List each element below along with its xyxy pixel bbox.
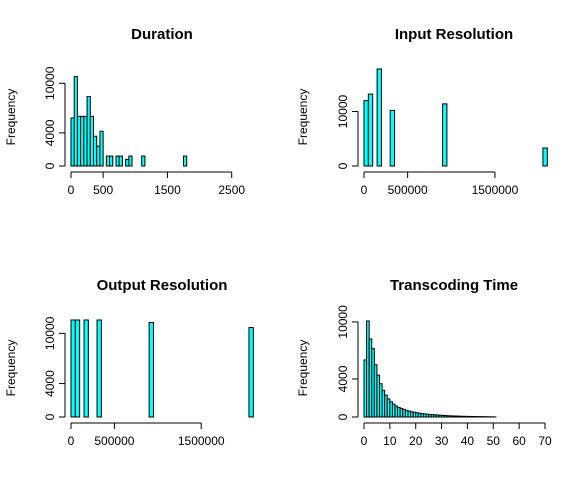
histogram-bar [367, 93, 374, 167]
x-tick-label: 30 [435, 434, 449, 448]
histogram-bar [99, 130, 104, 167]
histogram-bar [118, 155, 123, 167]
axes: 0 500 1500 2500 0 4000 10000 [43, 66, 245, 197]
x-tick-label: 1500 [154, 183, 181, 197]
x-tick-label: 500 [93, 183, 113, 197]
x-tick-label: 500000 [388, 183, 428, 197]
x-tick-label: 50 [487, 434, 501, 448]
x-tick-label: 500000 [94, 434, 134, 448]
y-tick-label: 0 [336, 162, 350, 169]
histogram-bar [248, 327, 254, 418]
histogram-bar [96, 319, 102, 418]
y-axis-label: Frequency [4, 89, 18, 146]
panel-input-resolution: Input Resolution Frequency 0 500000 150000… [296, 26, 548, 197]
panel-title: Duration [131, 26, 193, 43]
histogram-bar [148, 322, 154, 418]
y-tick-label: 0 [43, 413, 57, 420]
histogram-bars [363, 68, 548, 167]
y-tick-label: 4000 [43, 119, 57, 146]
x-tick-label: 60 [512, 434, 526, 448]
x-tick-label: 1500000 [178, 434, 225, 448]
x-tick-label: 1500000 [472, 183, 519, 197]
x-tick-label: 0 [361, 183, 368, 197]
y-tick-label: 4000 [43, 370, 57, 397]
x-tick-label: 70 [538, 434, 552, 448]
panel-transcoding-time: Transcoding Time Frequency 0 10 20 30 40 50 60… [296, 277, 552, 448]
x-tick-label: 0 [361, 434, 368, 448]
histogram-bar [542, 147, 548, 167]
panel-title: Input Resolution [395, 26, 513, 43]
histogram-bars [70, 319, 254, 418]
y-tick-label: 10000 [43, 316, 57, 350]
y-axis-label: Frequency [296, 340, 310, 397]
y-axis-label: Frequency [296, 89, 310, 146]
x-tick-label: 20 [409, 434, 423, 448]
y-axis-label: Frequency [4, 340, 18, 397]
histogram-bars [70, 76, 188, 167]
axes: 0 500000 1500000 0 4000 10000 [43, 316, 225, 448]
histogram-bars [363, 320, 497, 418]
x-tick-label: 10 [383, 434, 397, 448]
histogram-bar [83, 319, 89, 418]
histogram-bar [376, 68, 382, 167]
y-tick-label: 10000 [336, 305, 350, 339]
histogram-bar [70, 319, 76, 418]
y-tick-label: 0 [336, 413, 350, 420]
histogram-bar [183, 155, 188, 167]
x-tick-label: 0 [68, 183, 75, 197]
histogram-bar [363, 100, 369, 167]
panel-duration: Duration Frequency 0 500 1500 2500 0 4000 1000… [4, 26, 245, 197]
histogram-bar [74, 319, 81, 418]
panel-title: Transcoding Time [390, 277, 518, 294]
y-tick-label: 10000 [336, 94, 350, 128]
histogram-bar [442, 103, 448, 167]
x-tick-label: 40 [461, 434, 475, 448]
y-tick-label: 0 [43, 162, 57, 169]
panel-title: Output Resolution [97, 277, 228, 294]
x-tick-label: 2500 [218, 183, 245, 197]
x-tick-label: 0 [68, 434, 75, 448]
axes: 0 500000 1500000 0 10000 [336, 94, 519, 197]
histogram-bar [128, 155, 133, 167]
axes: 0 10 20 30 40 50 60 70 0 4000 10000 [336, 305, 552, 448]
histogram-bar [109, 155, 114, 167]
y-tick-label: 4000 [336, 365, 350, 392]
histogram-bar [389, 109, 396, 167]
y-tick-label: 10000 [43, 66, 57, 100]
histogram-bar [141, 155, 146, 167]
panel-output-resolution: Output Resolution Frequency 0 500000 15000… [4, 277, 254, 448]
